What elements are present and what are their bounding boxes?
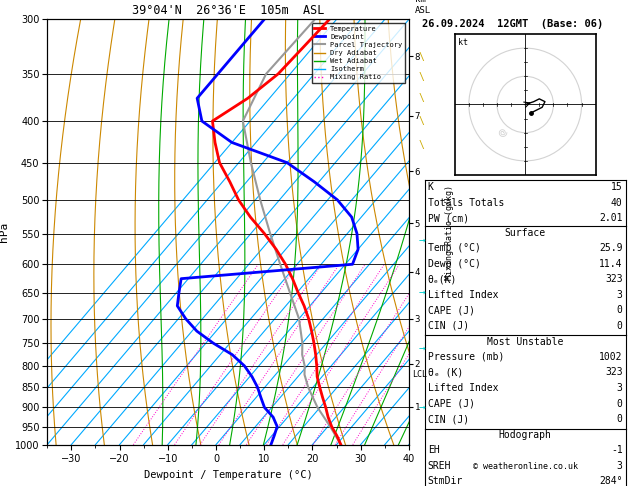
Text: Surface: Surface	[504, 228, 546, 238]
Text: PW (cm): PW (cm)	[428, 213, 469, 224]
Text: 26.09.2024  12GMT  (Base: 06): 26.09.2024 12GMT (Base: 06)	[422, 19, 603, 30]
Text: 0: 0	[617, 321, 623, 331]
Legend: Temperature, Dewpoint, Parcel Trajectory, Dry Adiabat, Wet Adiabat, Isotherm, Mi: Temperature, Dewpoint, Parcel Trajectory…	[311, 23, 405, 83]
Text: © weatheronline.co.uk: © weatheronline.co.uk	[473, 462, 577, 471]
Text: θₑ(K): θₑ(K)	[428, 274, 457, 284]
Text: CAPE (J): CAPE (J)	[428, 305, 475, 315]
Text: 3: 3	[617, 290, 623, 300]
Text: Most Unstable: Most Unstable	[487, 337, 564, 347]
Text: Lifted Index: Lifted Index	[428, 290, 498, 300]
Text: SREH: SREH	[428, 461, 451, 471]
Text: 3: 3	[617, 383, 623, 393]
Text: 284°: 284°	[599, 476, 623, 486]
Text: kt: kt	[457, 38, 467, 47]
Text: CIN (J): CIN (J)	[428, 414, 469, 424]
Text: K: K	[428, 182, 433, 192]
Text: 3: 3	[617, 461, 623, 471]
Text: 25.9: 25.9	[599, 243, 623, 253]
Text: CIN (J): CIN (J)	[428, 321, 469, 331]
Text: Lifted Index: Lifted Index	[428, 383, 498, 393]
Text: →: →	[418, 403, 425, 413]
Text: Dewp (°C): Dewp (°C)	[428, 259, 481, 269]
Text: 1002: 1002	[599, 352, 623, 362]
Title: 39°04'N  26°36'E  105m  ASL: 39°04'N 26°36'E 105m ASL	[132, 4, 324, 17]
Text: -1: -1	[611, 445, 623, 455]
Text: θₑ (K): θₑ (K)	[428, 367, 463, 378]
Text: StmDir: StmDir	[428, 476, 463, 486]
Text: 0: 0	[617, 399, 623, 409]
Text: →: →	[418, 288, 425, 298]
Text: LCL: LCL	[413, 370, 428, 379]
Text: CAPE (J): CAPE (J)	[428, 399, 475, 409]
Text: →: →	[418, 236, 425, 246]
Text: Totals Totals: Totals Totals	[428, 198, 504, 208]
Text: 2.01: 2.01	[599, 213, 623, 224]
Text: Hodograph: Hodograph	[499, 430, 552, 440]
Text: 15: 15	[611, 182, 623, 192]
Text: Pressure (mb): Pressure (mb)	[428, 352, 504, 362]
Text: \: \	[418, 52, 424, 62]
Text: 11.4: 11.4	[599, 259, 623, 269]
Text: EH: EH	[428, 445, 440, 455]
X-axis label: Dewpoint / Temperature (°C): Dewpoint / Temperature (°C)	[143, 470, 313, 480]
Text: Temp (°C): Temp (°C)	[428, 243, 481, 253]
Text: \: \	[418, 93, 424, 103]
Y-axis label: hPa: hPa	[0, 222, 9, 242]
Text: 323: 323	[605, 367, 623, 378]
Text: 40: 40	[611, 198, 623, 208]
Text: 323: 323	[605, 274, 623, 284]
Text: km
ASL: km ASL	[415, 0, 431, 15]
Text: \: \	[418, 140, 424, 151]
Text: Mixing Ratio (g/kg): Mixing Ratio (g/kg)	[445, 185, 454, 279]
Text: \: \	[418, 116, 424, 126]
Text: \: \	[418, 72, 424, 82]
Text: 0: 0	[617, 305, 623, 315]
Text: →: →	[418, 344, 425, 353]
Text: 0: 0	[617, 414, 623, 424]
